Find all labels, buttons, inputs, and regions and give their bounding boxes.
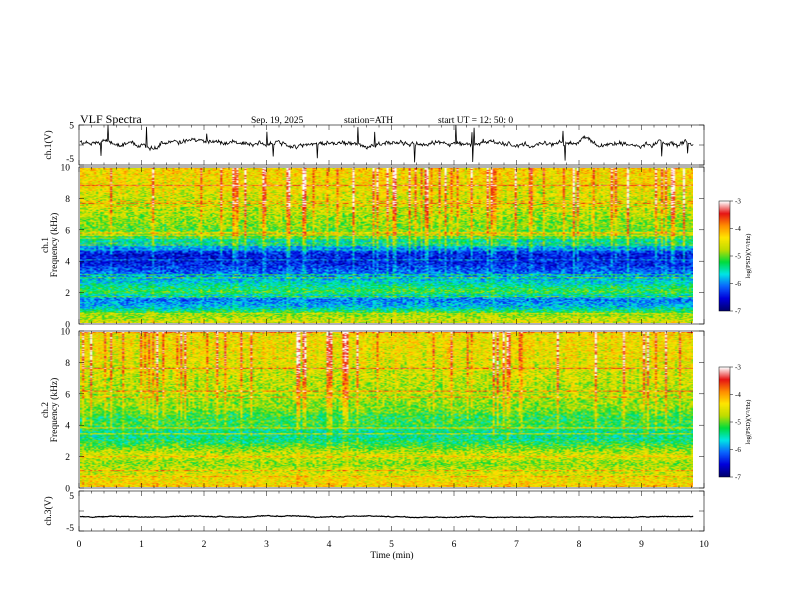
ch3-ytick-minus5: -5 bbox=[66, 524, 74, 534]
ch3-waveform-panel: 5 -5 ch.3(V) bbox=[43, 490, 705, 534]
ch2-frequency-tick-labels: 0 2 4 6 8 10 bbox=[61, 328, 71, 495]
ch3-waveform-ylabel: ch.3(V) bbox=[43, 496, 54, 525]
ch1-spectrogram-ylabel-frequency: Frequency (kHz) bbox=[49, 213, 60, 278]
chart-title: VLF Spectra bbox=[80, 112, 142, 126]
time-tick-label: 4 bbox=[327, 540, 332, 550]
ch2-colorbar: -3 -4 -5 -6 -7 log(PSD)(V²/Hz) bbox=[718, 364, 752, 482]
frequency-tick-label: 10 bbox=[61, 164, 71, 174]
frequency-tick-label: 6 bbox=[65, 226, 70, 236]
start-time-label: start UT = 12: 50: 0 bbox=[438, 116, 513, 126]
ch1-colorbar-label: log(PSD)(V²/Hz) bbox=[745, 234, 752, 279]
time-tick-label: 0 bbox=[77, 540, 82, 550]
time-tick-label: 6 bbox=[452, 540, 457, 550]
frequency-tick-label: 4 bbox=[65, 258, 70, 268]
ch1-colorbar: -3 -4 -5 -6 -7 log(PSD)(V²/Hz) bbox=[718, 198, 752, 316]
time-tick-label: 10 bbox=[699, 540, 709, 550]
ch1-waveform-line bbox=[79, 124, 694, 163]
frequency-tick-label: 0 bbox=[65, 485, 70, 495]
colorbar-tick-label: -5 bbox=[735, 419, 741, 427]
frequency-tick-label: 8 bbox=[65, 195, 70, 205]
ch2-spectrogram-panel: 0 2 4 6 8 10 ch.2 Frequency (kHz) bbox=[41, 328, 705, 495]
station-label: station=ATH bbox=[344, 116, 393, 126]
ch2-colorbar-ticks: -3 -4 -5 -6 -7 bbox=[730, 364, 741, 482]
ch1-waveform-frame bbox=[78, 124, 705, 166]
ch1-waveform-panel: 5 -5 ch.1(V) bbox=[43, 122, 705, 166]
time-tick-label: 9 bbox=[639, 540, 644, 550]
ch2-colorbar-gradient bbox=[719, 367, 730, 477]
ch2-colorbar-label: log(PSD)(V²/Hz) bbox=[745, 400, 752, 445]
time-tick-label: 7 bbox=[514, 540, 519, 550]
ch1-spectrogram-image bbox=[80, 168, 693, 323]
ch1-waveform-ticks bbox=[78, 124, 705, 166]
frequency-tick-label: 4 bbox=[65, 422, 70, 432]
colorbar-tick-label: -6 bbox=[735, 446, 741, 454]
ch3-waveform-frame bbox=[78, 490, 705, 532]
colorbar-tick-label: -6 bbox=[735, 280, 741, 288]
ch3-waveform-line bbox=[79, 514, 694, 519]
ch1-frequency-tick-labels: 0 2 4 6 8 10 bbox=[61, 164, 71, 331]
time-tick-label: 5 bbox=[389, 540, 394, 550]
time-tick-label: 3 bbox=[264, 540, 269, 550]
colorbar-tick-label: -7 bbox=[735, 308, 741, 316]
ch2-spectrogram-ticks bbox=[78, 330, 705, 489]
ch1-colorbar-ticks: -3 -4 -5 -6 -7 bbox=[730, 198, 741, 316]
colorbar-tick-label: -4 bbox=[735, 225, 741, 233]
ch3-waveform-ticks bbox=[78, 490, 705, 532]
colorbar-tick-label: -3 bbox=[735, 364, 741, 372]
time-axis-tick-labels: 0 1 2 3 4 5 6 7 8 9 10 bbox=[77, 540, 709, 550]
frequency-tick-label: 8 bbox=[65, 359, 70, 369]
ch2-spectrogram-image bbox=[80, 332, 693, 487]
ch1-spectrogram-ticks bbox=[78, 166, 705, 325]
ch1-spectrogram-ylabel-channel: ch.1 bbox=[41, 237, 51, 253]
ch1-spectrogram-panel: 0 2 4 6 8 10 ch.1 Frequency (kHz) bbox=[41, 164, 705, 331]
ch2-spectrogram-ylabel-frequency: Frequency (kHz) bbox=[49, 378, 60, 443]
ch1-colorbar-gradient bbox=[719, 201, 730, 311]
colorbar-tick-label: -3 bbox=[735, 198, 741, 206]
time-tick-label: 2 bbox=[202, 540, 207, 550]
time-tick-label: 1 bbox=[139, 540, 144, 550]
ch1-ytick-minus5: -5 bbox=[66, 155, 74, 165]
time-axis-label: Time (min) bbox=[370, 550, 413, 561]
frequency-tick-label: 10 bbox=[61, 328, 71, 338]
colorbar-tick-label: -7 bbox=[735, 474, 741, 482]
ch1-waveform-ylabel: ch.1(V) bbox=[43, 130, 54, 159]
ch1-ytick-5: 5 bbox=[69, 122, 74, 132]
frequency-tick-label: 2 bbox=[65, 453, 70, 463]
colorbar-tick-label: -5 bbox=[735, 253, 741, 261]
frequency-tick-label: 2 bbox=[65, 289, 70, 299]
frequency-tick-label: 0 bbox=[65, 321, 70, 331]
date-label: Sep. 19, 2025 bbox=[251, 116, 304, 126]
ch3-ytick-5: 5 bbox=[69, 492, 74, 502]
frequency-tick-label: 6 bbox=[65, 390, 70, 400]
ch2-spectrogram-ylabel-channel: ch.2 bbox=[41, 402, 51, 418]
time-tick-label: 8 bbox=[577, 540, 582, 550]
colorbar-tick-label: -4 bbox=[735, 391, 741, 399]
